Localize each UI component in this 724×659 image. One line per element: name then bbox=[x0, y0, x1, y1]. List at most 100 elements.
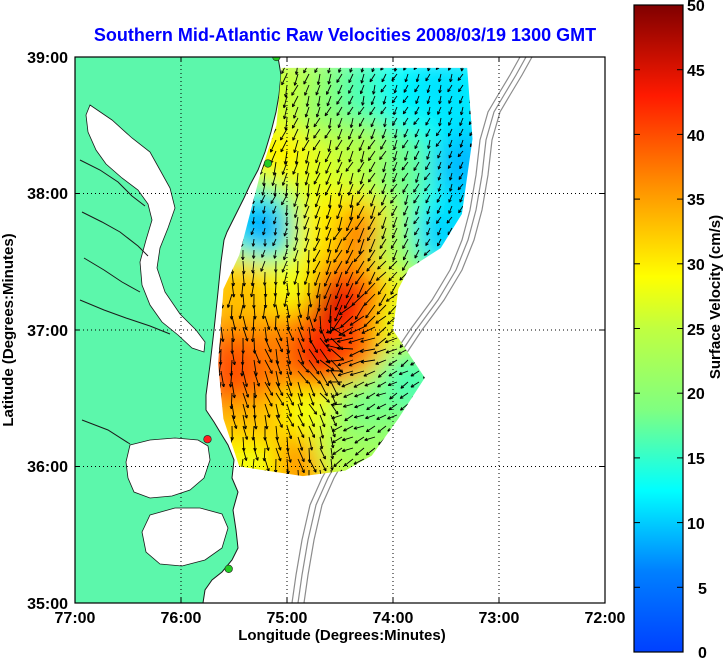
speed-cell bbox=[322, 174, 332, 184]
velocity-arrow bbox=[426, 84, 431, 94]
speed-cell bbox=[403, 174, 413, 184]
speed-cell bbox=[268, 300, 278, 310]
speed-cell bbox=[448, 219, 458, 229]
velocity-arrow-head bbox=[393, 168, 397, 172]
velocity-arrow-shaft bbox=[457, 73, 464, 81]
speed-cell bbox=[385, 67, 395, 76]
speed-cell bbox=[358, 354, 368, 364]
speed-cell bbox=[223, 417, 233, 427]
coastline bbox=[202, 57, 282, 603]
speed-cell bbox=[313, 291, 323, 301]
velocity-arrow-head bbox=[368, 180, 372, 183]
speed-cell bbox=[430, 102, 440, 112]
velocity-arrow-head bbox=[415, 134, 419, 138]
speed-cell bbox=[322, 291, 332, 301]
speed-cell bbox=[376, 183, 386, 193]
velocity-arrow-head bbox=[382, 135, 386, 139]
velocity-arrow-head bbox=[404, 224, 408, 228]
speed-cell bbox=[277, 309, 287, 319]
speed-cell bbox=[412, 210, 422, 220]
speed-cell bbox=[304, 408, 314, 418]
velocity-arrow-shaft bbox=[438, 172, 442, 181]
velocity-arrow-head bbox=[371, 69, 375, 73]
speed-cell bbox=[277, 237, 287, 247]
speed-cell bbox=[295, 102, 305, 112]
velocity-arrow-shaft bbox=[459, 194, 464, 203]
velocity-arrow bbox=[435, 67, 442, 71]
speed-cell bbox=[376, 309, 386, 319]
velocity-arrow-shaft bbox=[362, 95, 365, 106]
speed-cell bbox=[376, 192, 386, 202]
speed-cell bbox=[313, 363, 323, 373]
velocity-arrow bbox=[272, 161, 277, 176]
speed-cell bbox=[385, 120, 395, 130]
speed-cell bbox=[218, 372, 224, 382]
speed-cell bbox=[259, 291, 269, 301]
velocity-arrow-head bbox=[350, 217, 353, 221]
velocity-arrow bbox=[332, 227, 343, 241]
velocity-arrow-shaft bbox=[381, 73, 387, 83]
speed-cell bbox=[403, 372, 413, 382]
velocity-arrow-head bbox=[370, 136, 374, 140]
speed-cell bbox=[349, 399, 359, 409]
velocity-arrow-shaft bbox=[414, 139, 420, 149]
speed-cell bbox=[268, 417, 278, 427]
velocity-arrow-shaft bbox=[305, 150, 310, 164]
velocity-arrow-head bbox=[325, 182, 329, 185]
speed-cell bbox=[376, 318, 386, 328]
velocity-arrow-shaft bbox=[361, 73, 365, 84]
speed-cell bbox=[241, 462, 251, 472]
speed-cell bbox=[241, 300, 251, 310]
speed-cell bbox=[331, 336, 341, 346]
speed-cell bbox=[403, 255, 413, 265]
velocity-arrow-head bbox=[306, 137, 309, 141]
speed-cell bbox=[412, 183, 422, 193]
speed-cell bbox=[394, 255, 404, 265]
velocity-arrow-shaft bbox=[358, 139, 365, 151]
velocity-arrow bbox=[356, 194, 365, 206]
speed-cell bbox=[412, 237, 422, 247]
velocity-arrow bbox=[262, 205, 266, 214]
chesapeake-bay bbox=[85, 104, 206, 353]
speed-cell bbox=[412, 363, 422, 373]
speed-cell bbox=[313, 75, 323, 85]
speed-cell bbox=[313, 426, 323, 436]
velocity-arrow-head bbox=[367, 147, 372, 150]
speed-cell bbox=[376, 246, 386, 256]
velocity-arrow-shaft bbox=[307, 183, 310, 197]
speed-cell bbox=[349, 264, 359, 274]
speed-cell bbox=[412, 219, 422, 229]
speed-cell bbox=[340, 93, 350, 103]
velocity-arrow-shaft bbox=[435, 128, 442, 137]
velocity-arrow-shaft bbox=[328, 139, 332, 152]
velocity-arrow-shaft bbox=[394, 128, 398, 139]
velocity-arrow bbox=[448, 194, 453, 203]
velocity-arrow bbox=[393, 139, 398, 150]
speed-cell bbox=[421, 192, 431, 202]
speed-cell bbox=[358, 282, 368, 292]
speed-cell bbox=[268, 354, 278, 364]
speed-cell bbox=[304, 336, 314, 346]
velocity-arrow-shaft bbox=[384, 117, 387, 128]
speed-cell bbox=[367, 75, 377, 85]
speed-cell bbox=[286, 219, 296, 229]
velocity-arrow-head bbox=[306, 103, 310, 107]
speed-cell bbox=[358, 84, 368, 94]
speed-cell bbox=[394, 111, 404, 121]
speed-cell bbox=[223, 345, 233, 355]
velocity-arrow bbox=[425, 73, 431, 82]
velocity-arrow bbox=[304, 161, 310, 175]
speed-cell bbox=[394, 138, 404, 148]
speed-cell bbox=[331, 381, 341, 391]
velocity-arrow-shaft bbox=[305, 161, 310, 175]
velocity-arrow-shaft bbox=[291, 117, 299, 129]
speed-cell bbox=[304, 273, 314, 283]
velocity-arrow-head bbox=[435, 144, 440, 147]
speed-cell bbox=[268, 174, 278, 184]
speed-cell bbox=[385, 111, 395, 121]
velocity-arrow-head bbox=[357, 191, 361, 195]
speed-cell bbox=[286, 67, 296, 76]
speed-cell bbox=[241, 444, 251, 454]
speed-cell bbox=[349, 390, 359, 400]
velocity-arrow bbox=[281, 67, 288, 74]
